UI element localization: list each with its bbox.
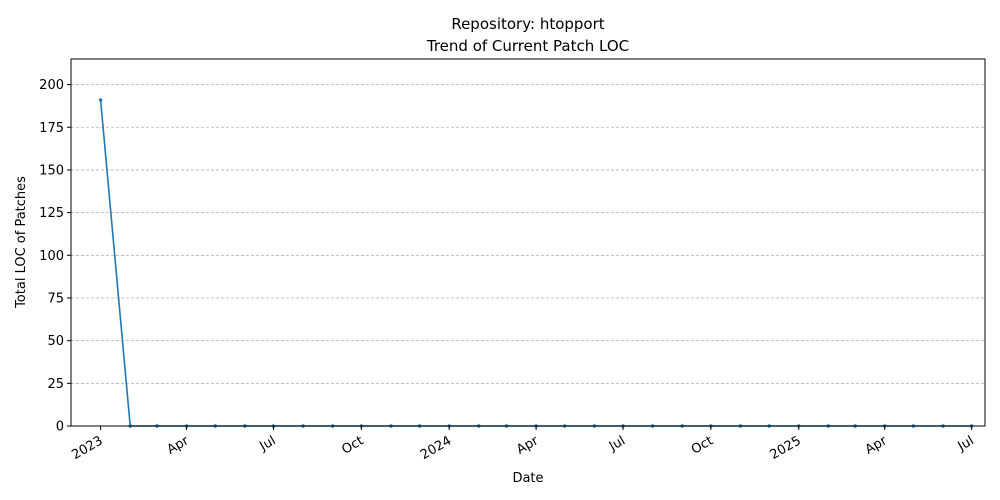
x-axis-label: Date xyxy=(512,471,543,486)
chart-subtitle: Trend of Current Patch LOC xyxy=(426,37,629,55)
y-tick-label: 75 xyxy=(47,291,64,306)
plot-frame xyxy=(70,58,986,427)
y-tick-label: 0 xyxy=(56,420,64,435)
x-axis: 2023 Apr Jul Oct 2024 Apr Jul Oct 2025 Apr Jul xyxy=(69,426,977,463)
y-tick-label: 25 xyxy=(47,377,64,392)
data-point xyxy=(98,98,103,102)
y-tick-label: 175 xyxy=(39,121,64,136)
x-tick-label: Apr xyxy=(514,433,542,458)
y-tick-label: 100 xyxy=(39,249,64,264)
x-tick-label: Apr xyxy=(863,433,891,458)
y-tick-label: 50 xyxy=(47,334,64,349)
x-tick-label: Oct xyxy=(339,433,366,457)
y-grid xyxy=(71,84,985,384)
y-axis-label: Total LOC of Patches xyxy=(14,176,29,309)
x-tick-label: Jul xyxy=(257,433,279,454)
y-tick-label: 125 xyxy=(39,206,64,221)
x-tick-label: 2025 xyxy=(768,433,804,463)
x-tick-label: Jul xyxy=(955,433,977,454)
series-line xyxy=(99,99,972,427)
x-tick-label: Jul xyxy=(606,433,628,454)
y-axis: 0 25 50 75 100 125 150 175 200 xyxy=(39,78,71,435)
x-tick-label: 2023 xyxy=(69,433,105,463)
x-tick-label: Apr xyxy=(165,433,193,458)
x-tick-label: Oct xyxy=(689,433,716,457)
x-tick-label: 2024 xyxy=(418,433,454,463)
chart-title: Repository: htopport xyxy=(451,15,604,33)
y-tick-label: 150 xyxy=(39,163,64,178)
series-group xyxy=(98,98,974,428)
y-tick-label: 200 xyxy=(39,78,64,93)
